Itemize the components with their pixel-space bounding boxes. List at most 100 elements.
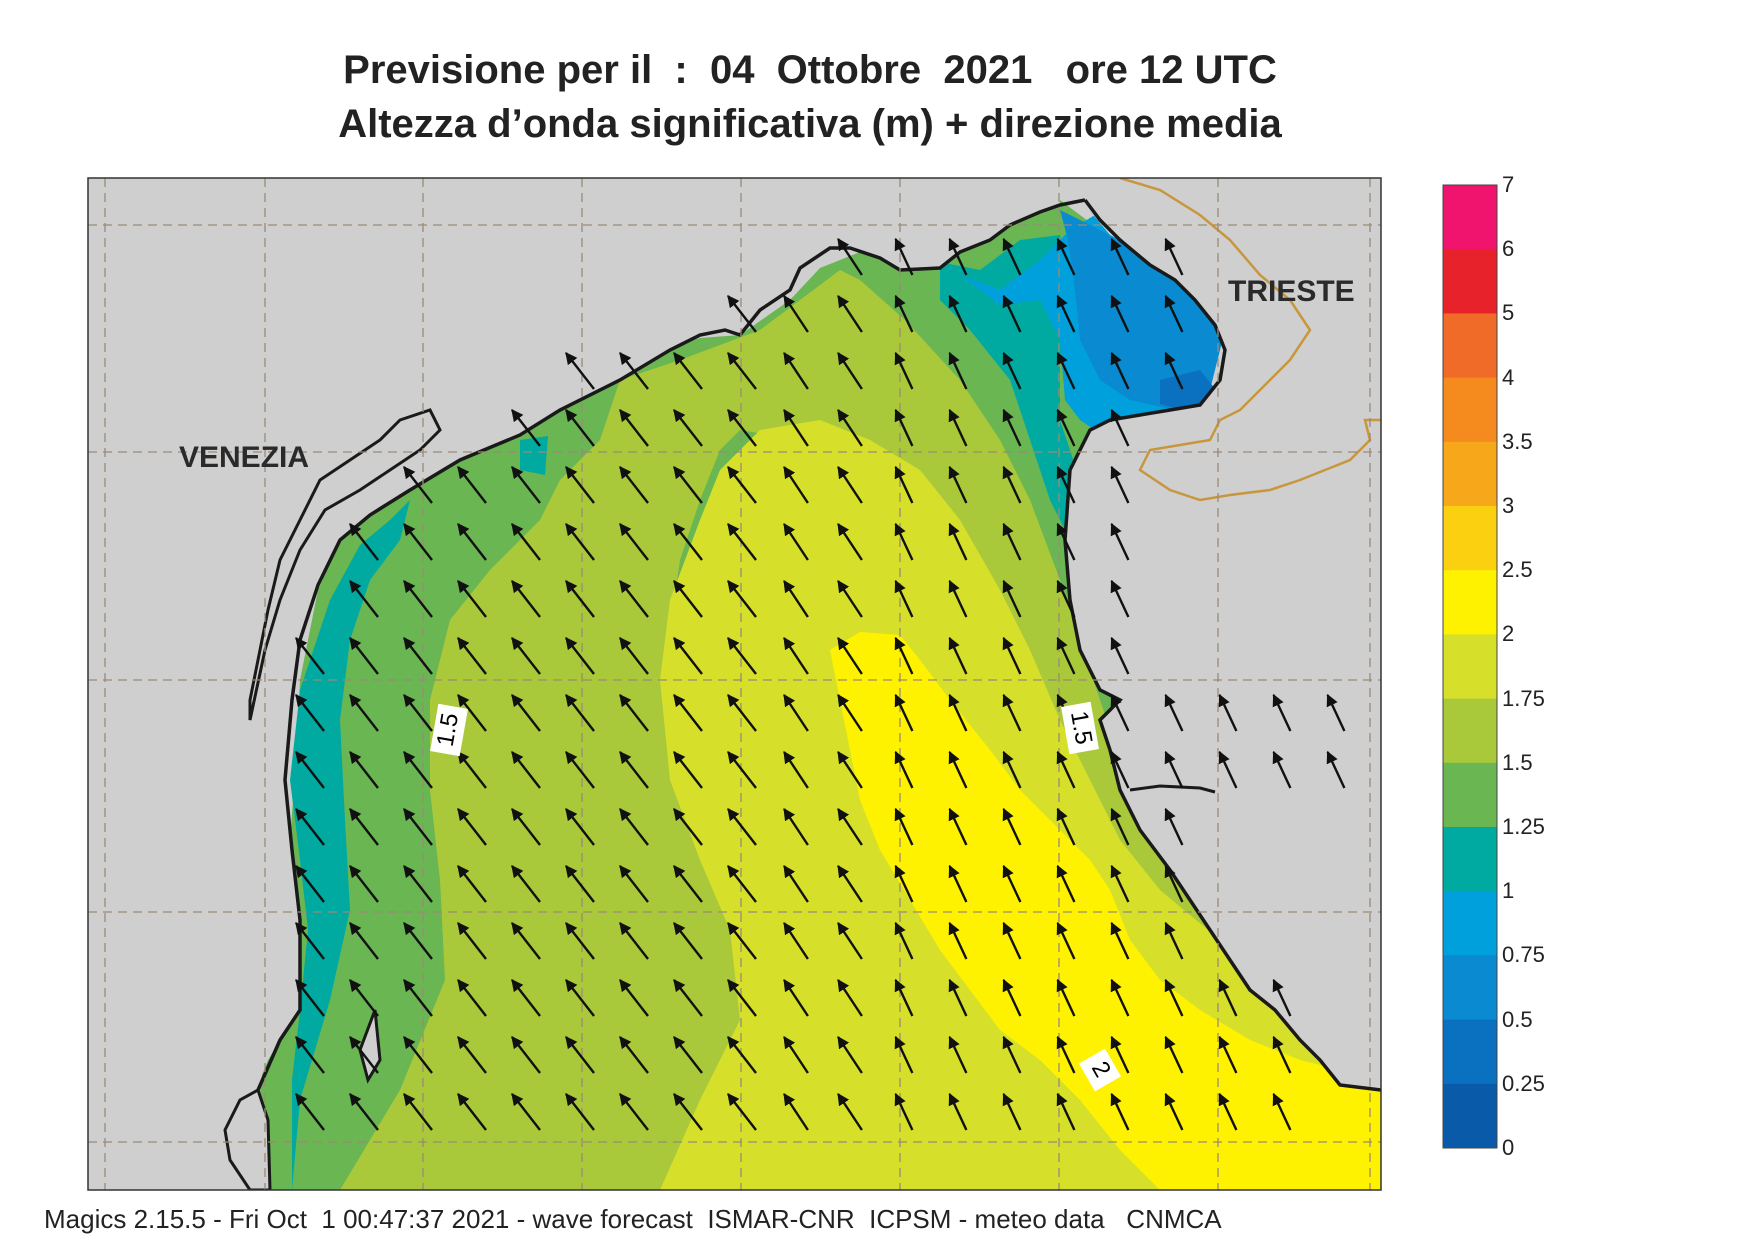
wave-direction-arrow — [673, 466, 703, 504]
color-scale-swatch — [1443, 762, 1497, 828]
color-scale-tick-label: 5 — [1502, 300, 1515, 326]
wave-direction-arrow — [1002, 1092, 1022, 1131]
wave-direction-arrow — [1164, 864, 1184, 903]
wave-direction-arrow — [727, 694, 757, 732]
wave-direction-arrow — [783, 465, 809, 504]
wave-direction-arrow — [1056, 864, 1076, 903]
coastline-istria-inlet — [1129, 784, 1216, 794]
wave-direction-arrow — [1110, 579, 1130, 618]
wave-direction-arrow — [511, 865, 541, 903]
wave-direction-arrow — [565, 865, 595, 903]
wave-direction-arrow — [783, 408, 809, 447]
wave-direction-arrow — [837, 1092, 863, 1131]
wave-direction-arrows — [295, 237, 1346, 1131]
wave-direction-arrow — [1056, 1035, 1076, 1074]
land-monfalcone — [1085, 190, 1260, 350]
wave-direction-arrow — [619, 865, 649, 903]
wave-direction-arrow — [894, 1092, 914, 1131]
wave-direction-arrow — [457, 637, 487, 675]
color-scale-tick-label: 3 — [1502, 493, 1515, 518]
wave-direction-arrow — [894, 807, 914, 846]
color-scale-tick-label: 1.5 — [1502, 749, 1533, 775]
wave-direction-arrow — [837, 522, 863, 561]
wave-direction-arrow — [619, 979, 649, 1017]
wave-direction-arrow — [565, 352, 595, 390]
coastline-west — [256, 198, 1086, 1190]
wave-direction-arrow — [1002, 978, 1022, 1017]
contour-label-2: 2 — [1079, 1048, 1121, 1092]
wave-direction-arrow — [565, 808, 595, 846]
wave-direction-arrow — [1326, 693, 1346, 732]
wave-direction-arrow — [1272, 750, 1292, 789]
wave-direction-arrow — [894, 921, 914, 960]
color-scale-tick-label: 4 — [1502, 364, 1515, 390]
wave-direction-arrow — [1272, 693, 1292, 732]
wave-direction-arrow — [1164, 693, 1184, 732]
wave-direction-arrow — [727, 580, 757, 618]
wave-direction-arrow — [565, 751, 595, 789]
wave-direction-arrow — [1056, 1092, 1076, 1131]
wave-direction-arrow — [673, 751, 703, 789]
wave-direction-arrow — [565, 922, 595, 960]
wave-direction-arrow — [783, 636, 809, 675]
wave-direction-arrow — [673, 1036, 703, 1074]
wave-direction-arrow — [1002, 294, 1022, 333]
color-scale-swatch — [1443, 891, 1497, 956]
wave-direction-arrow — [1110, 237, 1130, 276]
wave-direction-arrow — [1002, 465, 1022, 504]
color-scale-swatch — [1443, 1083, 1497, 1149]
color-scale-tick-label: 2.5 — [1502, 557, 1533, 583]
wave-direction-arrow — [1110, 1092, 1130, 1131]
wave-direction-arrow — [403, 580, 433, 618]
wave-direction-arrow — [948, 579, 968, 618]
wave-direction-arrow — [349, 637, 379, 675]
color-scale-tick-label: 1.75 — [1502, 685, 1545, 711]
wave-direction-arrow — [1056, 750, 1076, 789]
wave-direction-arrow — [1002, 351, 1022, 390]
color-scale-swatch — [1443, 185, 1497, 250]
color-scale-tick-label: 0.5 — [1502, 1006, 1533, 1032]
wave-direction-arrow — [1110, 465, 1130, 504]
wave-direction-arrow — [894, 294, 914, 333]
wave-direction-arrow — [673, 409, 703, 447]
color-scale-tick-label: 7 — [1502, 172, 1515, 197]
wave-direction-arrow — [619, 694, 649, 732]
wave-direction-arrow — [565, 466, 595, 504]
wave-direction-arrow — [349, 751, 379, 789]
color-scale-swatch — [1443, 570, 1497, 635]
wave-direction-arrow — [1218, 1092, 1238, 1131]
wave-direction-arrow — [783, 351, 809, 390]
wave-direction-arrow — [1164, 978, 1184, 1017]
color-scale-swatch — [1443, 827, 1497, 892]
wave-direction-arrow — [1272, 1035, 1292, 1074]
wave-direction-arrow — [673, 352, 703, 390]
wave-direction-arrow — [1110, 408, 1130, 447]
color-scale-swatch — [1443, 634, 1497, 700]
wave-direction-arrow — [1110, 1035, 1130, 1074]
svg-text:1.5: 1.5 — [432, 711, 464, 749]
contour-label-1.5-east: 1.5 — [1061, 701, 1099, 755]
wave-direction-arrow — [783, 750, 809, 789]
wave-direction-arrow — [1164, 351, 1184, 390]
wave-direction-arrow — [837, 864, 863, 903]
wave-direction-arrow — [295, 865, 325, 903]
color-scale-swatch — [1443, 313, 1497, 379]
wave-direction-arrow — [349, 1093, 379, 1131]
wave-direction-arrow — [783, 807, 809, 846]
wave-direction-arrow — [1164, 294, 1184, 333]
land-po-delta — [223, 1087, 272, 1190]
wave-direction-arrow — [403, 808, 433, 846]
wave-direction-arrow — [948, 864, 968, 903]
wave-direction-arrow — [1002, 237, 1022, 276]
wave-direction-arrow — [673, 979, 703, 1017]
wave-direction-arrow — [295, 1036, 325, 1074]
wave-direction-arrow — [1002, 636, 1022, 675]
wave-direction-arrow — [837, 351, 863, 390]
wave-direction-arrow — [1164, 237, 1184, 276]
wave-direction-arrow — [511, 922, 541, 960]
wave-direction-arrow — [837, 465, 863, 504]
wave-direction-arrow — [295, 751, 325, 789]
wave-direction-arrow — [1110, 636, 1130, 675]
wave-direction-arrow — [403, 1036, 433, 1074]
